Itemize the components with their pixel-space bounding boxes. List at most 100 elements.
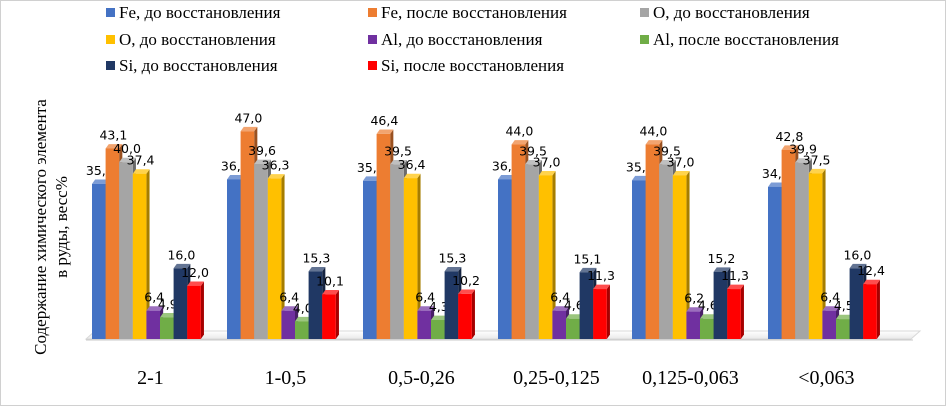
bar — [132, 169, 150, 339]
bar-top — [254, 159, 271, 164]
bar-top — [322, 289, 339, 295]
bar-top — [863, 279, 880, 285]
legend-label: O, до восстановления — [653, 3, 810, 22]
bar-top — [781, 145, 799, 150]
bar-side — [146, 169, 150, 339]
bar-top — [593, 284, 610, 290]
legend-swatch — [106, 61, 115, 70]
bar-front — [863, 284, 877, 339]
legend-item: Fe, после восстановления — [368, 3, 567, 22]
legend-item: Si, до восстановления — [106, 56, 278, 75]
bar-front — [119, 162, 133, 339]
data-label: 6,4 — [279, 290, 299, 305]
legend-label: Al, после восстановления — [653, 30, 839, 49]
bar-front — [727, 289, 741, 339]
category-label: 0,125-0,063 — [642, 367, 739, 389]
bar-top — [552, 306, 570, 311]
bar-front — [160, 317, 174, 339]
data-label: 6,4 — [144, 290, 164, 305]
bar-front — [538, 175, 553, 339]
legend-item: Si, после восстановления — [368, 56, 564, 75]
category-axis: 2-1 1-0,5 0,5-0,26 0,25-0,125 0,125-0,063 <0,… — [137, 367, 854, 389]
data-label: 42,8 — [775, 129, 803, 144]
data-label: 39,6 — [248, 143, 276, 158]
bar-front — [390, 164, 404, 339]
bar-front — [417, 310, 431, 339]
legend-item: Al, до восстановления — [368, 30, 543, 49]
bar-front — [672, 175, 687, 339]
bar — [322, 289, 339, 339]
legend-item: Al, после восстановления — [640, 30, 839, 49]
bar-front — [92, 183, 106, 339]
data-label: 4,5 — [834, 298, 854, 313]
bar-front — [146, 310, 160, 339]
bar-front — [686, 311, 700, 339]
bar-front — [105, 148, 120, 339]
bar-top — [686, 307, 704, 312]
data-label: 39,5 — [519, 143, 547, 158]
bar — [403, 173, 421, 339]
data-label: 15,3 — [438, 250, 466, 265]
bar-side — [686, 171, 690, 339]
data-label: 37,0 — [667, 154, 695, 169]
bar-top — [645, 140, 663, 145]
bar-top — [417, 306, 435, 311]
bar-top — [227, 175, 244, 180]
bar-front — [768, 186, 782, 339]
bar-top — [538, 171, 556, 176]
bar — [267, 174, 285, 339]
bar-front — [579, 272, 594, 339]
data-label: 15,1 — [573, 251, 601, 266]
legend-label: Si, до восстановления — [119, 56, 278, 75]
bar-top — [173, 263, 191, 269]
legend-swatch — [106, 8, 115, 17]
bar-top — [308, 266, 326, 272]
data-label: 16,0 — [167, 247, 195, 262]
bar-top — [363, 176, 380, 181]
bar-front — [822, 310, 836, 339]
bar-top — [146, 306, 164, 311]
legend-swatch — [368, 8, 377, 17]
bar-side — [281, 174, 285, 339]
legend-swatch — [640, 35, 649, 44]
data-label: 46,4 — [370, 113, 398, 128]
bar-front — [808, 173, 823, 339]
category-label: <0,063 — [798, 367, 854, 389]
data-label: 11,3 — [587, 268, 615, 283]
bar-front — [227, 179, 241, 339]
bar-top — [511, 140, 529, 145]
bar-group: 34,442,839,937,56,44,516,012,4 — [762, 129, 885, 339]
bar-front — [295, 321, 309, 339]
data-label: 39,5 — [384, 143, 412, 158]
bar-top — [713, 267, 731, 272]
bar-top — [267, 174, 285, 179]
data-label: 12,0 — [181, 265, 209, 280]
data-label: 4,9 — [158, 296, 178, 311]
data-label: 4,6 — [698, 298, 718, 313]
bar-top — [808, 168, 826, 174]
bar-front — [836, 319, 850, 339]
bar-top — [672, 171, 690, 176]
bar-side — [417, 173, 421, 339]
data-label: 4,0 — [293, 300, 313, 315]
bar-front — [458, 293, 472, 339]
bar-front — [240, 131, 255, 339]
bar-top — [659, 160, 676, 165]
bar-front — [376, 133, 391, 339]
bar-front — [498, 179, 512, 339]
legend-item: O, до восстановления — [640, 3, 810, 22]
bar-top — [105, 144, 123, 149]
bar-top — [849, 263, 867, 269]
bar-top — [768, 182, 785, 187]
legend-item: Fe, до восстановления — [106, 3, 281, 22]
bar-group: 35,846,439,536,46,44,315,310,2 — [357, 113, 480, 339]
legend-swatch — [368, 61, 377, 70]
bar-front — [593, 289, 607, 339]
data-label: 10,1 — [316, 273, 344, 288]
bar-top — [836, 314, 853, 320]
data-label: 6,4 — [550, 290, 570, 305]
bar — [672, 171, 690, 339]
data-label: 12,4 — [857, 263, 885, 278]
legend-label: Al, до восстановления — [381, 30, 543, 49]
